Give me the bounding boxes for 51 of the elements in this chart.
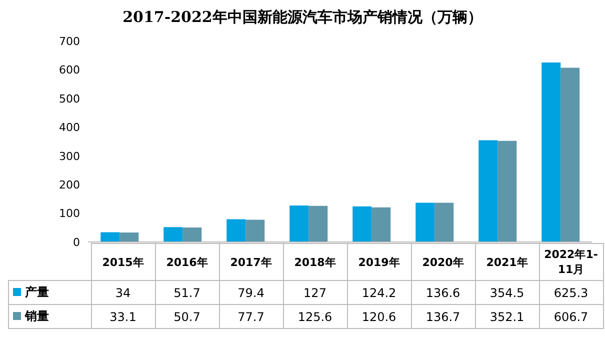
x-tick-label: 2021年 bbox=[475, 244, 539, 280]
bar bbox=[100, 232, 120, 242]
legend-label: 销量 bbox=[8, 304, 91, 328]
bar bbox=[352, 206, 372, 242]
data-label: 33.1 bbox=[91, 304, 155, 328]
y-tick-label: 300 bbox=[59, 150, 80, 163]
bar bbox=[416, 202, 435, 242]
data-label: 354.5 bbox=[475, 280, 539, 304]
y-tick-label: 600 bbox=[59, 64, 80, 77]
y-tick-label: 700 bbox=[59, 34, 80, 48]
bar bbox=[478, 140, 498, 242]
bar bbox=[498, 140, 517, 242]
data-label: 77.7 bbox=[219, 304, 283, 328]
bar bbox=[308, 206, 328, 242]
data-label: 34 bbox=[91, 280, 155, 304]
bar bbox=[290, 206, 309, 242]
x-tick-label: 2022年1-11月 bbox=[539, 244, 603, 280]
bar bbox=[226, 219, 246, 242]
data-label: 127 bbox=[283, 280, 347, 304]
bar bbox=[164, 227, 183, 242]
data-label: 125.6 bbox=[283, 304, 347, 328]
data-label: 136.7 bbox=[411, 304, 475, 328]
x-tick-label: 2019年 bbox=[347, 244, 411, 280]
x-tick-label: 2015年 bbox=[91, 244, 155, 280]
chart-title: 2017-2022年中国新能源汽车市场产销情况（万辆） bbox=[122, 8, 484, 27]
data-label: 606.7 bbox=[539, 304, 603, 328]
legend-label: 产量 bbox=[8, 280, 91, 304]
y-tick-label: 0 bbox=[73, 236, 80, 249]
bar bbox=[434, 202, 454, 242]
data-label: 50.7 bbox=[155, 304, 219, 328]
data-label: 51.7 bbox=[155, 280, 219, 304]
data-label: 124.2 bbox=[347, 280, 411, 304]
bar bbox=[182, 227, 202, 242]
bar bbox=[372, 207, 391, 242]
y-tick-label: 500 bbox=[59, 92, 80, 106]
data-label: 625.3 bbox=[539, 280, 603, 304]
y-tick-label: 200 bbox=[59, 178, 80, 192]
data-label: 136.6 bbox=[411, 280, 475, 304]
y-tick-label: 400 bbox=[59, 121, 80, 134]
x-tick-label: 2017年 bbox=[219, 244, 283, 280]
bar bbox=[560, 68, 580, 242]
bar bbox=[246, 220, 265, 242]
bar bbox=[542, 62, 561, 242]
x-tick-label: 2016年 bbox=[155, 244, 219, 280]
data-label: 120.6 bbox=[347, 304, 411, 328]
data-label: 352.1 bbox=[475, 304, 539, 328]
y-tick-label: 100 bbox=[59, 207, 80, 220]
bar bbox=[120, 232, 139, 242]
data-label: 79.4 bbox=[219, 280, 283, 304]
x-tick-label: 2018年 bbox=[283, 244, 347, 280]
x-tick-label: 2020年 bbox=[411, 244, 475, 280]
